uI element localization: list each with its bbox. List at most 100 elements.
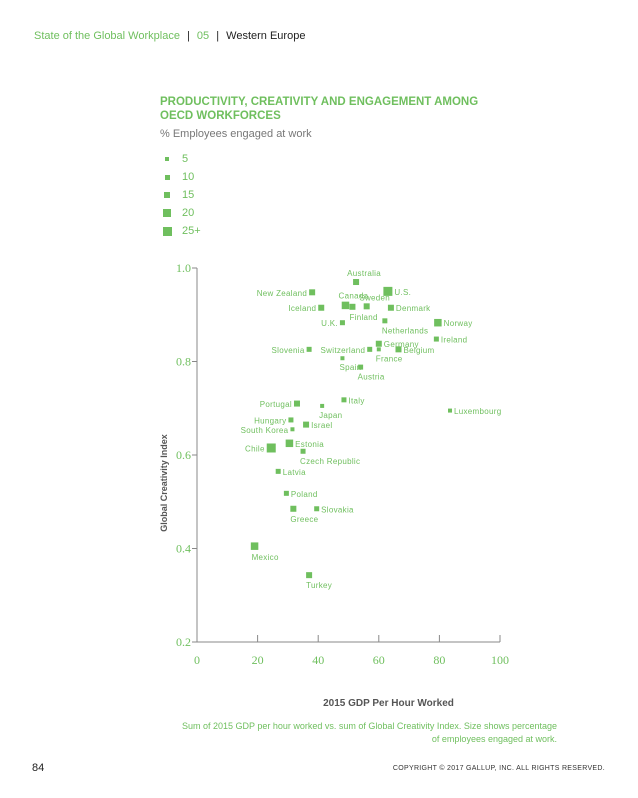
point-label: Luxembourg	[454, 407, 501, 416]
y-tick-label: 0.2	[176, 635, 191, 649]
running-header: State of the Global Workplace | 05 | Wes…	[34, 30, 305, 42]
point-label: Greece	[290, 515, 318, 524]
data-point	[375, 340, 382, 347]
point-label: Germany	[384, 340, 419, 349]
page-number: 84	[32, 762, 45, 774]
header-separator: |	[187, 30, 190, 42]
point-label: Sweden	[359, 293, 390, 302]
point-label: Belgium	[403, 346, 434, 355]
legend-box	[160, 192, 174, 198]
legend-marker	[162, 226, 172, 236]
report-name: State of the Global Workplace	[34, 30, 180, 42]
data-point	[285, 439, 294, 448]
legend-item: 25+	[160, 222, 201, 240]
data-point	[250, 542, 259, 550]
x-tick-label: 40	[312, 653, 324, 667]
legend-box	[160, 209, 174, 217]
point-label: Netherlands	[382, 326, 428, 335]
size-legend: 5 10 15 20 25+	[160, 150, 201, 240]
point-label: Italy	[348, 396, 364, 405]
data-point	[448, 408, 453, 413]
data-point	[318, 304, 325, 311]
data-point	[320, 403, 325, 408]
data-point	[341, 301, 350, 310]
chart-title: PRODUCTIVITY, CREATIVITY AND ENGAGEMENT …	[160, 96, 479, 122]
point-label: Canada	[339, 292, 369, 301]
legend-label: 10	[182, 171, 195, 183]
point-label: Turkey	[306, 581, 332, 590]
point-label: Poland	[291, 490, 318, 499]
point-label: Hungary	[254, 416, 286, 425]
data-point	[383, 286, 393, 296]
copyright-notice: COPYRIGHT © 2017 GALLUP, INC. ALL RIGHTS…	[392, 765, 605, 772]
legend-marker	[164, 192, 170, 198]
y-tick-label: 0.8	[176, 355, 191, 369]
data-point	[349, 303, 356, 310]
data-point	[341, 397, 347, 403]
y-axis-label: Global Creativity Index	[159, 434, 169, 532]
point-label: Chile	[245, 444, 265, 453]
point-label: Latvia	[283, 468, 306, 477]
data-point	[266, 443, 276, 453]
point-label: U.K.	[321, 319, 338, 328]
data-point	[306, 346, 312, 352]
point-label: Mexico	[252, 553, 279, 562]
data-point	[434, 318, 442, 327]
x-tick-label: 60	[373, 653, 385, 667]
x-tick-label: 0	[194, 653, 200, 667]
point-label: Ireland	[441, 336, 468, 345]
region-name: Western Europe	[226, 30, 306, 42]
point-label: Israel	[311, 421, 332, 430]
data-point	[395, 346, 402, 353]
point-label: Norway	[444, 319, 473, 328]
point-label: Finland	[349, 313, 377, 322]
x-tick-label: 20	[252, 653, 264, 667]
y-tick-label: 1.0	[176, 261, 191, 275]
data-point	[358, 364, 364, 370]
data-point	[309, 289, 316, 296]
data-point	[300, 448, 306, 454]
point-label: Czech Republic	[300, 457, 360, 466]
point-label: South Korea	[241, 426, 289, 435]
y-tick-label: 0.4	[176, 542, 191, 556]
data-point	[303, 421, 310, 428]
point-label: New Zealand	[257, 289, 307, 298]
y-tick-label: 0.6	[176, 448, 191, 462]
legend-marker	[165, 157, 169, 161]
x-axis-label: 2015 GDP Per Hour Worked	[323, 698, 454, 709]
point-label: France	[376, 354, 403, 363]
legend-box	[160, 226, 174, 236]
data-point	[293, 400, 300, 407]
point-label: Australia	[347, 269, 381, 278]
data-point	[433, 336, 439, 342]
data-point	[290, 505, 297, 512]
legend-label: 15	[182, 189, 195, 201]
point-label: Portugal	[260, 400, 292, 409]
point-label: Austria	[358, 373, 385, 382]
point-label: Slovenia	[272, 346, 305, 355]
point-label: U.S.	[394, 288, 411, 297]
data-point	[275, 468, 281, 474]
data-point	[340, 356, 345, 361]
section-number: 05	[196, 30, 210, 42]
point-label: Estonia	[295, 440, 324, 449]
data-point	[363, 303, 370, 310]
legend-label: 5	[182, 153, 189, 165]
legend-marker	[163, 209, 171, 217]
legend-item: 10	[160, 168, 201, 186]
data-point	[288, 417, 294, 423]
legend-item: 20	[160, 204, 201, 222]
point-label: Switzerland	[321, 346, 366, 355]
legend-box	[160, 157, 174, 161]
data-point	[387, 304, 394, 311]
x-tick-label: 80	[433, 653, 445, 667]
point-label: Denmark	[396, 304, 431, 313]
chart-subtitle: % Employees engaged at work	[160, 128, 312, 140]
legend-marker	[164, 174, 170, 180]
legend-item: 15	[160, 186, 201, 204]
data-point	[367, 346, 373, 352]
data-point	[314, 506, 320, 512]
data-point	[290, 427, 295, 432]
x-tick-label: 100	[491, 653, 509, 667]
legend-label: 20	[182, 207, 195, 219]
